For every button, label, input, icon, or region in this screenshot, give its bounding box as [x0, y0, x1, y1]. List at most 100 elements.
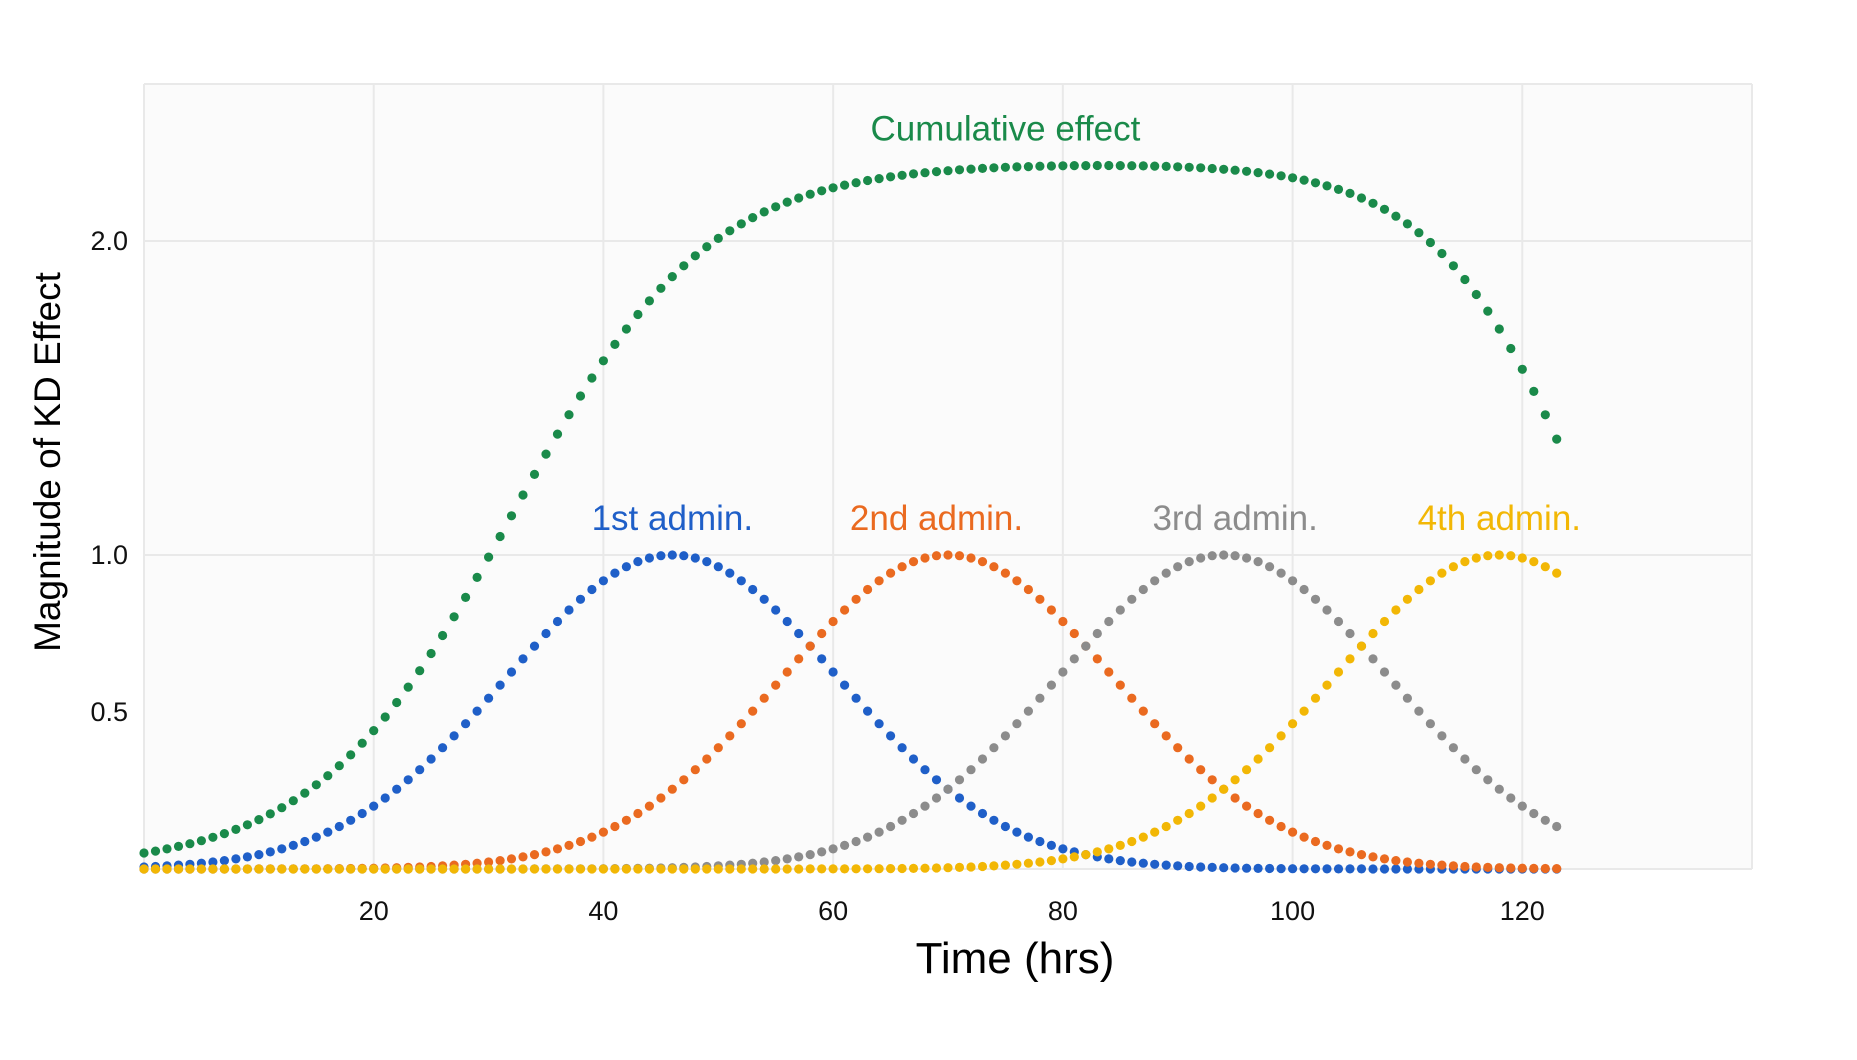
data-point — [1368, 852, 1378, 862]
data-point — [1265, 562, 1275, 572]
data-point — [977, 808, 988, 819]
data-point — [759, 857, 769, 867]
data-point — [1299, 175, 1309, 185]
data-point — [1414, 584, 1424, 595]
data-point — [1494, 784, 1504, 794]
data-point — [782, 854, 792, 864]
data-point — [1184, 162, 1194, 172]
data-point — [736, 219, 746, 229]
data-point — [1414, 858, 1424, 868]
data-point — [1023, 162, 1033, 172]
data-point — [529, 850, 540, 860]
data-point — [415, 765, 425, 775]
data-point — [1035, 693, 1045, 703]
data-point — [208, 857, 218, 867]
data-point — [1333, 616, 1344, 627]
data-point — [954, 793, 965, 803]
data-point — [1506, 793, 1516, 803]
data-point — [1391, 605, 1401, 615]
data-point — [1345, 654, 1355, 664]
data-point — [897, 170, 907, 180]
y-axis-label: Magnitude of KD Effect — [27, 271, 68, 652]
data-point — [575, 594, 586, 604]
data-point — [484, 857, 494, 867]
data-point — [219, 864, 229, 874]
data-point — [1322, 840, 1332, 851]
data-point — [1104, 667, 1114, 677]
data-point — [1058, 616, 1068, 627]
data-point — [1310, 864, 1321, 874]
data-point — [817, 847, 827, 857]
data-point — [1127, 161, 1137, 171]
data-point — [1506, 343, 1516, 354]
data-point — [1092, 847, 1102, 857]
data-point — [1391, 211, 1401, 221]
data-point — [989, 861, 999, 871]
data-point — [196, 864, 206, 874]
y-tick-label: 0.5 — [90, 697, 128, 727]
data-point — [920, 765, 930, 775]
data-point — [748, 706, 758, 716]
data-point — [357, 864, 367, 874]
data-point — [920, 863, 930, 873]
data-point — [621, 815, 632, 825]
data-point — [771, 202, 781, 212]
data-point — [966, 164, 976, 174]
data-point — [1207, 775, 1217, 785]
data-point — [633, 808, 643, 819]
data-point — [1356, 641, 1367, 651]
data-point — [851, 836, 861, 847]
data-point — [943, 784, 953, 794]
data-point — [1069, 628, 1079, 639]
data-point — [541, 847, 551, 857]
data-point — [1023, 832, 1033, 842]
data-point — [1115, 856, 1125, 866]
data-point — [1322, 605, 1332, 615]
data-point — [495, 680, 505, 690]
data-point — [1161, 568, 1171, 578]
data-point — [1012, 162, 1022, 172]
data-point — [1310, 836, 1321, 847]
data-point — [897, 815, 907, 825]
data-point — [920, 801, 930, 811]
data-point — [1104, 616, 1114, 627]
data-point — [1127, 594, 1137, 604]
data-point — [1402, 594, 1412, 604]
data-point — [1471, 765, 1481, 775]
data-point — [840, 864, 850, 874]
data-point — [1138, 706, 1148, 716]
data-point — [1219, 784, 1229, 794]
data-point — [265, 847, 275, 857]
data-point — [621, 324, 632, 334]
data-point — [1471, 862, 1481, 872]
x-axis-label: Time (hrs) — [916, 934, 1115, 983]
data-point — [1092, 654, 1102, 664]
data-point — [1196, 765, 1206, 775]
data-point — [506, 864, 517, 874]
data-point — [897, 863, 907, 874]
data-point — [518, 654, 528, 664]
data-point — [1196, 553, 1206, 563]
data-point — [794, 628, 804, 639]
data-point — [989, 815, 999, 825]
data-point — [725, 731, 735, 741]
data-point — [621, 864, 632, 874]
data-point — [1483, 306, 1493, 316]
data-point — [759, 693, 769, 703]
data-point — [679, 261, 689, 271]
data-point — [1230, 863, 1240, 873]
data-point — [1138, 832, 1148, 842]
data-point — [357, 808, 367, 819]
data-point — [334, 864, 344, 874]
data-point — [1414, 706, 1424, 716]
data-point — [610, 821, 620, 832]
data-point — [529, 864, 540, 874]
data-point — [771, 864, 781, 874]
data-point — [1035, 857, 1045, 867]
data-point — [702, 557, 712, 567]
data-point — [1391, 680, 1401, 690]
data-point — [1276, 731, 1286, 741]
data-point — [300, 836, 310, 847]
data-point — [690, 765, 700, 775]
